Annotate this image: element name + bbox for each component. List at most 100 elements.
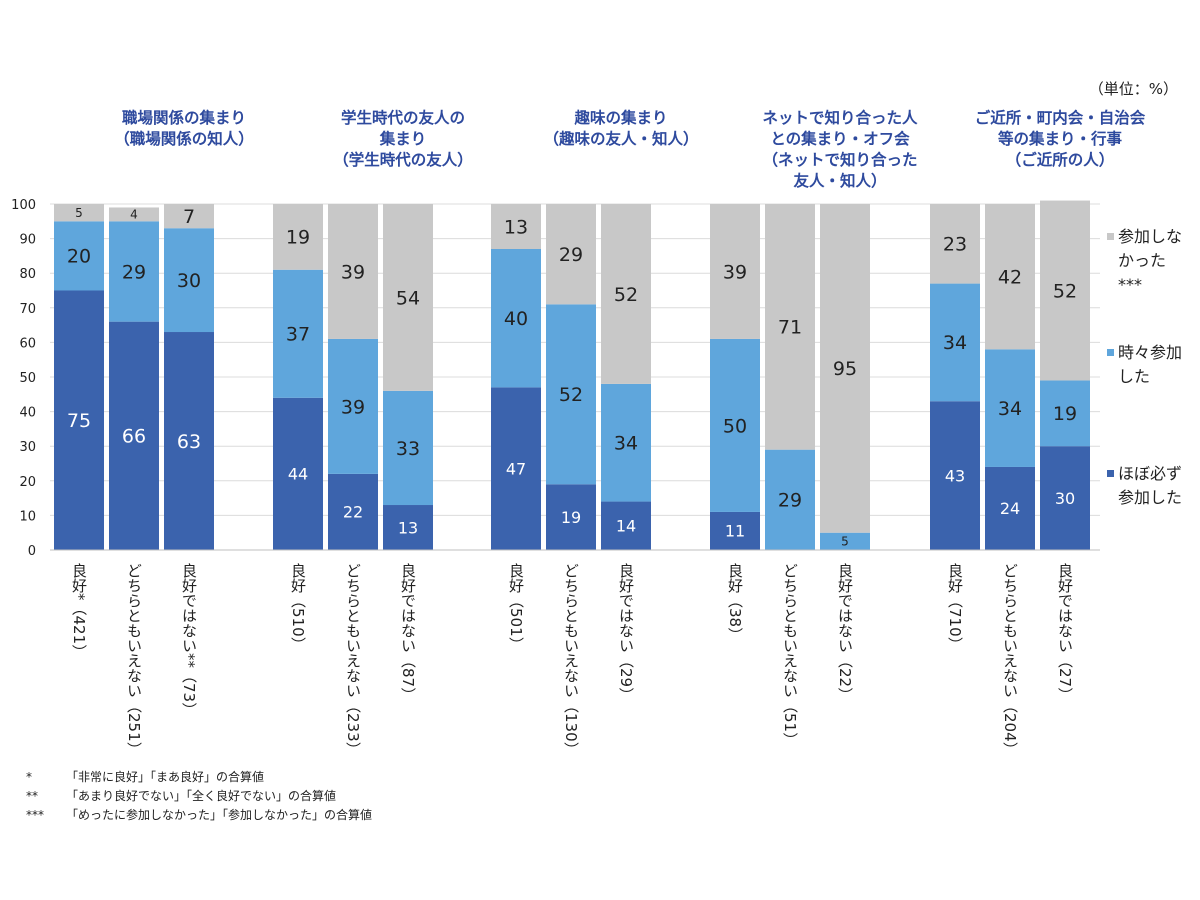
bar-segment-none (601, 204, 651, 384)
bar-segment-none (54, 204, 104, 222)
group-title-line: ご近所・町内会・自治会 (975, 108, 1146, 127)
data-label: 54 (396, 287, 420, 309)
data-label: 34 (614, 433, 638, 455)
bar-segment-sometimes (820, 532, 870, 550)
data-label: 75 (67, 410, 91, 432)
data-label: 39 (723, 261, 747, 283)
bar-segment-none (491, 204, 541, 249)
bar-segment-none (164, 204, 214, 229)
bar-segment-sometimes (54, 221, 104, 291)
data-label: 63 (177, 431, 201, 453)
category-label: どちらともいえない（251） (125, 563, 143, 757)
category-label: どちらともいえない（204） (1001, 563, 1019, 757)
y-tick-label: 60 (19, 336, 36, 351)
y-tick-label: 0 (28, 544, 36, 559)
bar-segment-sometimes (109, 221, 159, 322)
category-label: 良好ではない**（73） (180, 563, 198, 717)
data-label: 52 (559, 384, 583, 406)
category-label: 良好（710） (946, 563, 964, 652)
y-tick-label: 50 (19, 371, 36, 386)
bar-segment-sometimes (710, 338, 760, 512)
category-label: 良好ではない（87） (399, 563, 417, 702)
legend-swatch-always (1107, 470, 1114, 477)
legend-swatch-sometimes (1107, 349, 1114, 356)
category-label: どちらともいえない（233） (344, 563, 362, 757)
bar-segment-sometimes (328, 338, 378, 474)
group-title-line: 等の集まり・行事 (997, 129, 1123, 148)
group-title-line: （ご近所の人） (1006, 150, 1115, 169)
y-tick-label: 80 (19, 267, 36, 282)
data-label: 4 (130, 208, 138, 222)
legend-label: かった (1118, 251, 1166, 270)
unit-label: （単位：%） (1088, 80, 1178, 98)
data-label: 14 (616, 517, 636, 536)
data-label: 5 (75, 206, 83, 220)
bar-segment-sometimes (601, 383, 651, 502)
data-label: 34 (998, 398, 1022, 420)
bar-segment-always (109, 321, 159, 550)
bar-segment-sometimes (546, 304, 596, 485)
legend-swatch-none (1107, 233, 1114, 240)
data-label: 29 (559, 244, 583, 266)
y-tick-label: 20 (19, 475, 36, 490)
group-title-line: （趣味の友人・知人） (543, 129, 698, 148)
footnote-text: 「めったに参加しなかった」「参加しなかった」の合算値 (66, 808, 373, 822)
legend-label: 時々参加 (1118, 343, 1182, 362)
bar-segment-always (383, 505, 433, 550)
footnote-mark: * (26, 770, 32, 784)
data-label: 52 (1053, 280, 1077, 302)
group-title-line: 集まり (379, 129, 427, 148)
group-title-line: ネットで知り合った人 (762, 108, 918, 127)
bar-segment-none (820, 204, 870, 533)
bar-segment-sometimes (164, 228, 214, 333)
bar-segment-none (710, 204, 760, 339)
data-label: 23 (943, 234, 967, 256)
data-label: 42 (998, 267, 1022, 289)
bar-segment-none (985, 204, 1035, 350)
data-label: 7 (183, 206, 195, 228)
group-title-line: との集まり・オフ会 (770, 129, 910, 148)
data-label: 20 (67, 246, 91, 268)
data-label: 11 (725, 522, 745, 541)
data-label: 50 (723, 415, 747, 437)
bar-segment-none (930, 204, 980, 284)
category-label: 良好ではない（22） (836, 563, 854, 702)
bar-segment-always (930, 401, 980, 550)
group-title-line: （職場関係の知人） (114, 129, 254, 148)
bar-segment-sometimes (491, 248, 541, 388)
data-label: 13 (398, 518, 418, 537)
bar-segment-always (54, 290, 104, 550)
data-label: 47 (506, 459, 526, 478)
data-label: 66 (122, 426, 146, 448)
data-label: 29 (778, 490, 802, 512)
bar-segment-sometimes (930, 283, 980, 402)
category-label: どちらともいえない（130） (562, 563, 580, 757)
footnote-text: 「あまり良好でない」「全く良好でない」の合算値 (66, 789, 337, 803)
legend-label: ほぼ必ず (1118, 464, 1182, 483)
category-label: 良好（510） (289, 563, 307, 652)
bar-segment-none (328, 204, 378, 339)
bar-segment-always (164, 332, 214, 550)
group-title-line: （学生時代の友人） (333, 150, 473, 169)
y-tick-label: 40 (19, 406, 36, 421)
legend-label: *** (1118, 275, 1142, 294)
footnote-mark: ** (26, 789, 38, 803)
footnote-2: ** 「あまり良好でない」「全く良好でない」の合算値 (26, 787, 372, 806)
bar-segment-sometimes (273, 269, 323, 398)
data-label: 95 (833, 358, 857, 380)
data-label: 33 (396, 438, 420, 460)
footnotes: * 「非常に良好」「まあ良好」の合算値 ** 「あまり良好でない」「全く良好でな… (26, 768, 372, 825)
y-tick-label: 90 (19, 233, 36, 248)
data-label: 44 (288, 465, 308, 484)
data-label: 40 (504, 308, 528, 330)
y-tick-label: 30 (19, 440, 36, 455)
data-label: 5 (841, 535, 849, 549)
group-title-line: 趣味の集まり (573, 108, 667, 127)
y-tick-label: 10 (19, 509, 36, 524)
data-label: 19 (1053, 403, 1077, 425)
y-tick-label: 70 (19, 302, 36, 317)
bar-segment-always (601, 501, 651, 550)
data-label: 13 (504, 216, 528, 238)
bar-segment-none (109, 207, 159, 222)
